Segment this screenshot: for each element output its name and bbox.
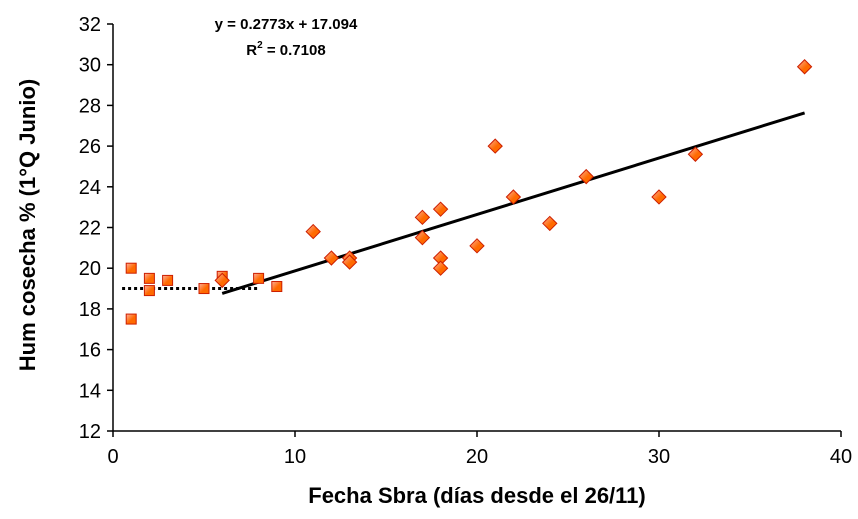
x-tick-label: 40 bbox=[830, 446, 852, 468]
data-point-diamond bbox=[323, 250, 340, 266]
data-point-square bbox=[253, 272, 265, 284]
data-point-diamond bbox=[414, 229, 431, 246]
data-point-diamond bbox=[432, 201, 449, 217]
x-tick-label: 0 bbox=[107, 446, 118, 468]
data-point-diamond bbox=[432, 260, 449, 276]
data-point-diamond bbox=[341, 254, 358, 270]
r2-value: = 0.7108 bbox=[263, 42, 326, 59]
data-point-diamond bbox=[542, 215, 558, 232]
y-tick-label: 14 bbox=[79, 380, 101, 402]
y-tick-label: 28 bbox=[79, 95, 101, 117]
data-point-diamond bbox=[796, 59, 813, 75]
data-point-diamond bbox=[414, 209, 431, 226]
x-axis-label: Fecha Sbra (días desde el 26/11) bbox=[308, 483, 646, 508]
x-axis-ticks: 0 10 20 30 40 bbox=[107, 431, 852, 468]
data-point-diamond bbox=[305, 223, 321, 240]
x-tick-label: 10 bbox=[284, 446, 306, 468]
regression-equation: y = 0.2773x + 17.094 bbox=[215, 16, 358, 33]
y-tick-label: 32 bbox=[79, 14, 101, 36]
y-tick-label: 18 bbox=[79, 299, 101, 321]
y-axis-ticks: 12 14 16 18 20 22 24 26 28 30 32 bbox=[79, 14, 113, 443]
data-point-square bbox=[271, 281, 283, 293]
y-tick-label: 24 bbox=[79, 177, 101, 199]
data-point-diamond bbox=[469, 238, 485, 254]
r2-superscript: 2 bbox=[257, 40, 263, 51]
data-point-square bbox=[143, 285, 155, 297]
y-tick-label: 20 bbox=[79, 258, 101, 280]
y-axis-label: Hum cosecha % (1°Q Junio) bbox=[15, 79, 40, 371]
data-point-diamond bbox=[487, 138, 503, 154]
data-point-square bbox=[198, 283, 210, 295]
y-tick-label: 26 bbox=[79, 136, 101, 158]
y-tick-label: 16 bbox=[79, 340, 101, 362]
data-point-square bbox=[162, 274, 174, 286]
x-tick-label: 20 bbox=[466, 446, 488, 468]
data-point-square bbox=[125, 262, 137, 274]
x-tick-label: 30 bbox=[648, 446, 670, 468]
trend-lines bbox=[122, 111, 806, 295]
y-tick-label: 22 bbox=[79, 218, 101, 240]
data-point-diamond bbox=[214, 272, 230, 289]
data-point-diamond bbox=[651, 189, 667, 205]
y-tick-label: 30 bbox=[79, 55, 101, 77]
data-point-square bbox=[143, 272, 155, 284]
data-point-diamond bbox=[687, 146, 704, 162]
data-point-square bbox=[125, 313, 137, 325]
r2-prefix: R bbox=[246, 42, 257, 59]
y-tick-label: 12 bbox=[79, 421, 101, 443]
data-points bbox=[125, 59, 813, 325]
r-squared-label: R2 = 0.7108 bbox=[246, 40, 325, 59]
data-point-diamond bbox=[578, 168, 594, 185]
axes: 0 10 20 30 40 12 14 16 18 20 22 24 26 28 30 32 bbox=[79, 14, 852, 468]
data-point-diamond bbox=[505, 189, 522, 205]
